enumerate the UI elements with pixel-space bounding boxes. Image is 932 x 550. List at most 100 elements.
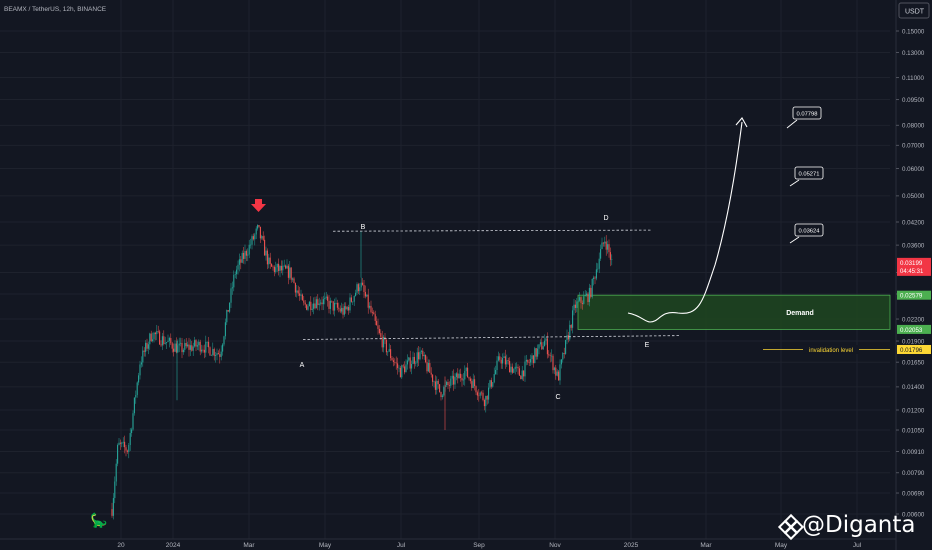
candle-body: [118, 442, 120, 446]
candle-body: [343, 306, 345, 315]
candle-body: [251, 236, 253, 245]
candle-body: [152, 339, 154, 341]
candle-body: [598, 258, 600, 269]
price-tick-label: 0.01400: [902, 384, 925, 391]
candle-body: [600, 249, 602, 259]
price-tick-label: 0.11000: [902, 75, 924, 82]
candle-body: [566, 335, 568, 340]
time-tick-label: 2025: [624, 542, 639, 549]
candle-body: [210, 355, 212, 356]
currency-badge[interactable]: [898, 2, 930, 19]
candle-body: [157, 330, 159, 332]
candle-body: [520, 375, 522, 380]
candle-body: [455, 373, 457, 377]
candle-body: [537, 348, 539, 357]
candle-body: [376, 320, 378, 326]
candle-body: [405, 364, 407, 373]
candle-body: [173, 348, 175, 352]
candle-body: [236, 269, 238, 275]
candle-body: [122, 441, 124, 443]
candle-body: [212, 348, 214, 356]
candle-body: [573, 304, 575, 311]
demand-zone-label: Demand: [786, 310, 814, 317]
price-badge[interactable]: [897, 257, 931, 276]
price-tick-label: 0.04200: [902, 219, 925, 226]
candle-body: [182, 349, 184, 353]
candle-body: [569, 324, 571, 340]
price-badge[interactable]: [897, 290, 931, 300]
candle-body: [164, 342, 166, 344]
price-tick-label: 0.13000: [902, 50, 925, 57]
price-badge[interactable]: [897, 344, 931, 354]
candle-body: [307, 306, 309, 310]
candle-body: [419, 351, 421, 360]
candle-body: [252, 236, 254, 240]
candle-body: [321, 302, 323, 305]
candle-body: [584, 295, 586, 297]
candle-body: [370, 305, 372, 313]
candle-body: [576, 301, 578, 308]
candle-body: [443, 387, 445, 396]
candle-body: [496, 360, 498, 371]
candle-body: [185, 342, 187, 347]
target-box: [794, 166, 824, 180]
candle-body: [279, 265, 281, 271]
candle-body: [327, 296, 329, 301]
candle-body: [331, 300, 333, 302]
time-axis[interactable]: 20 2024 Mar May Jul Sep Nov 2025 Mar May Jul: [117, 542, 861, 549]
candle-body: [254, 234, 256, 240]
target-value: 0.03624: [799, 228, 821, 234]
candle-body: [334, 302, 336, 311]
candle-body: [420, 350, 422, 352]
candle-body: [362, 282, 364, 285]
candle-body: [367, 294, 369, 308]
candle-body: [594, 277, 596, 279]
candle-body: [181, 342, 183, 353]
candle-body: [472, 379, 474, 388]
candle-body: [341, 307, 343, 312]
candle-body: [465, 367, 467, 372]
candle-body: [276, 263, 278, 268]
candle-body: [196, 345, 198, 347]
candle-body: [524, 361, 526, 377]
candle-body: [427, 363, 429, 372]
candle-body: [595, 269, 597, 279]
demand-zone-group: Demand: [577, 294, 891, 330]
candle-body: [194, 340, 196, 347]
candle-body: [476, 392, 478, 396]
candle-body: [574, 304, 576, 308]
candle-body: [231, 287, 233, 289]
candle-body: [385, 339, 387, 353]
candle-body: [601, 242, 603, 250]
candle-body: [216, 353, 218, 356]
candle-body: [534, 348, 536, 364]
candle-body: [454, 376, 456, 385]
candle-body: [167, 340, 169, 343]
candle-body: [523, 370, 525, 377]
candle-body: [488, 387, 490, 400]
candle-body: [195, 340, 197, 347]
price-badge[interactable]: [897, 324, 931, 334]
candle-body: [440, 392, 442, 398]
candle-body: [170, 338, 172, 344]
candle-body: [143, 350, 145, 352]
candle-body: [535, 348, 537, 357]
candle-body: [112, 498, 114, 516]
candle-body: [336, 302, 338, 308]
candle-body: [264, 239, 266, 256]
candle-body: [497, 356, 499, 361]
candle-body: [464, 371, 466, 380]
candle-body: [273, 266, 275, 273]
candle-body: [409, 357, 411, 369]
candle-body: [356, 284, 358, 293]
candle-body: [607, 244, 609, 250]
candle-body: [469, 378, 471, 382]
candle-body: [357, 284, 359, 292]
time-tick-label: Nov: [549, 542, 561, 549]
candle-body: [257, 225, 259, 229]
candle-body: [220, 351, 222, 357]
candle-body: [219, 354, 221, 357]
